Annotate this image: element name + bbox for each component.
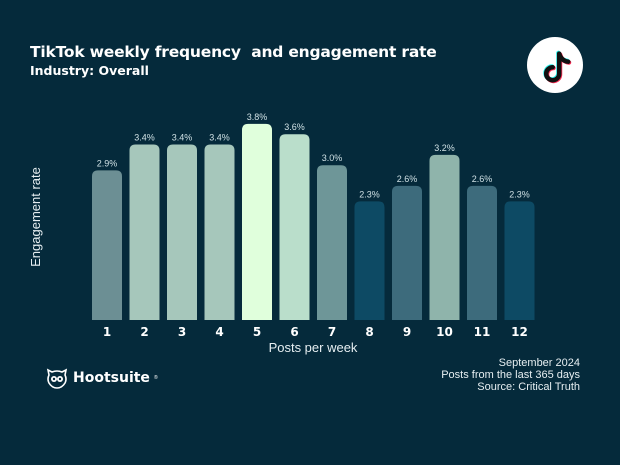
bar-10	[429, 154, 460, 320]
data-label-10: 3.2%	[434, 143, 455, 153]
data-label-9: 2.6%	[397, 174, 418, 184]
x-tick-7: 7	[328, 325, 336, 339]
data-label-6: 3.6%	[284, 122, 305, 132]
x-tick-2: 2	[140, 325, 148, 339]
x-tick-8: 8	[365, 325, 373, 339]
x-tick-1: 1	[103, 325, 111, 339]
hootsuite-logo: Hootsuite ®	[45, 367, 158, 389]
data-label-8: 2.3%	[359, 189, 380, 199]
registered-mark: ®	[153, 375, 158, 381]
bar-3	[167, 144, 197, 320]
data-label-4: 3.4%	[209, 133, 230, 143]
bar-12	[504, 201, 535, 320]
bar-11	[467, 185, 497, 320]
data-label-12: 2.3%	[509, 189, 530, 199]
footer-period: Posts from the last 365 days	[441, 369, 580, 381]
bar-5	[242, 123, 272, 320]
footer-source: Source: Critical Truth	[477, 381, 580, 393]
bar-6	[279, 134, 310, 320]
x-axis-label: Posts per week	[269, 340, 358, 355]
data-label-2: 3.4%	[134, 133, 155, 143]
chart-title: TikTok weekly frequency and engagement r…	[30, 43, 437, 61]
tiktok-icon	[527, 37, 583, 93]
logo-text: Hootsuite	[73, 370, 150, 386]
data-label-1: 2.9%	[97, 158, 118, 168]
x-tick-12: 12	[511, 325, 528, 339]
x-tick-6: 6	[290, 325, 298, 339]
x-tick-9: 9	[403, 325, 411, 339]
bar-1	[92, 170, 122, 320]
bar-8	[354, 201, 385, 320]
chart-subtitle: Industry: Overall	[30, 63, 149, 78]
footer-notes: September 2024 Posts from the last 365 d…	[441, 357, 580, 393]
x-tick-10: 10	[436, 325, 453, 339]
data-label-7: 3.0%	[322, 153, 343, 163]
hootsuite-owl-icon	[46, 368, 68, 389]
footer-date: September 2024	[498, 357, 580, 369]
data-label-11: 2.6%	[472, 174, 493, 184]
x-tick-3: 3	[178, 325, 186, 339]
data-label-5: 3.8%	[247, 112, 268, 122]
bar-4	[204, 144, 235, 320]
x-tick-11: 11	[474, 325, 491, 339]
bar-7	[317, 165, 347, 320]
x-tick-4: 4	[215, 325, 223, 339]
bar-9	[392, 185, 422, 320]
x-tick-5: 5	[253, 325, 261, 339]
y-axis-label: Engagement rate	[28, 167, 43, 267]
bar-2	[129, 144, 160, 320]
data-label-3: 3.4%	[172, 133, 193, 143]
